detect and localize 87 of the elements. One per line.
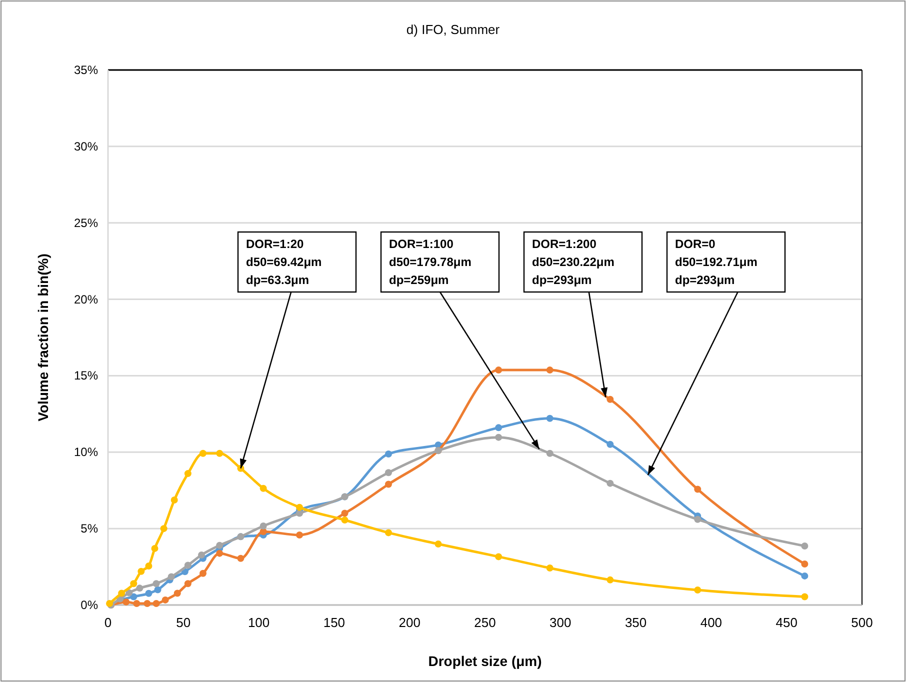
chart-title: d) IFO, Summer — [406, 22, 500, 37]
point — [237, 554, 244, 562]
y-tick-label: 30% — [74, 139, 98, 154]
point — [154, 586, 162, 594]
point — [495, 553, 502, 560]
x-tick-label: 500 — [851, 615, 873, 630]
annotation: DOR=1:100 d50=179.78μm dp=259μm — [389, 237, 472, 287]
point — [133, 600, 140, 607]
point — [184, 470, 192, 478]
point — [546, 564, 554, 572]
y-tick-label: 35% — [74, 63, 98, 77]
point — [694, 486, 702, 493]
point — [606, 576, 614, 584]
point — [546, 414, 554, 422]
point — [296, 510, 304, 517]
point — [384, 450, 392, 458]
y-tick-label: 25% — [74, 216, 98, 230]
point — [606, 480, 614, 487]
point — [168, 573, 175, 580]
x-tick-label: 300 — [550, 615, 572, 630]
point — [260, 484, 267, 492]
point — [341, 516, 348, 524]
x-tick-label: 250 — [474, 615, 496, 630]
point — [130, 593, 138, 600]
x-tick-label: 450 — [776, 615, 798, 630]
point — [495, 424, 502, 432]
point — [152, 600, 160, 607]
point — [144, 600, 151, 607]
point — [151, 544, 158, 552]
x-tick-label: 150 — [323, 615, 346, 630]
point — [184, 562, 192, 569]
point — [296, 531, 304, 538]
x-tick-label: 100 — [248, 615, 270, 630]
x-axis-title: Droplet size (μm) — [428, 653, 542, 669]
point — [200, 570, 207, 577]
point — [606, 440, 614, 448]
y-tick-label: 15% — [74, 368, 98, 383]
point — [341, 510, 348, 517]
point — [384, 469, 392, 476]
point — [801, 542, 808, 550]
point — [384, 529, 392, 536]
point — [170, 496, 178, 504]
y-tick-label: 10% — [74, 445, 98, 460]
point — [145, 562, 152, 570]
x-tick-label: 0 — [104, 615, 112, 630]
annotation: DOR=1:200 d50=230.22μm dp=293μm — [532, 237, 614, 287]
point — [546, 366, 554, 374]
point — [160, 525, 168, 532]
y-tick-label: 0% — [80, 598, 98, 612]
point — [801, 560, 808, 568]
point — [694, 586, 702, 594]
point — [145, 590, 152, 597]
point — [162, 596, 169, 604]
x-tick-label: 350 — [624, 615, 647, 630]
point — [138, 568, 145, 575]
point — [216, 450, 224, 457]
y-tick-label: 5% — [80, 522, 98, 536]
annotation: DOR=0 d50=192.71μm dp=293μm — [675, 237, 758, 287]
point — [801, 593, 808, 600]
x-tick-label: 400 — [700, 615, 722, 630]
point — [184, 580, 192, 588]
point — [434, 540, 442, 548]
point — [174, 590, 181, 597]
x-tick-label: 200 — [398, 615, 420, 630]
point — [384, 480, 392, 488]
point — [216, 550, 224, 557]
y-tick-label: 20% — [74, 292, 98, 306]
point — [260, 522, 267, 530]
point — [198, 552, 205, 559]
point — [296, 504, 304, 511]
point — [118, 590, 126, 597]
point — [694, 516, 702, 523]
point — [495, 366, 502, 374]
point — [152, 580, 160, 588]
point — [136, 584, 144, 592]
point — [801, 572, 808, 580]
point — [606, 396, 614, 403]
annotation: DOR=1:20 d50=69.42μm dp=63.3μm — [246, 237, 322, 287]
x-tick-label: 50 — [176, 615, 191, 630]
point — [495, 434, 502, 441]
point — [130, 580, 138, 588]
point — [216, 542, 224, 549]
point — [126, 589, 133, 596]
point — [200, 450, 207, 457]
point — [546, 450, 554, 457]
point — [122, 598, 130, 606]
y-axis-title: Volume fraction in bin(%) — [35, 254, 51, 422]
